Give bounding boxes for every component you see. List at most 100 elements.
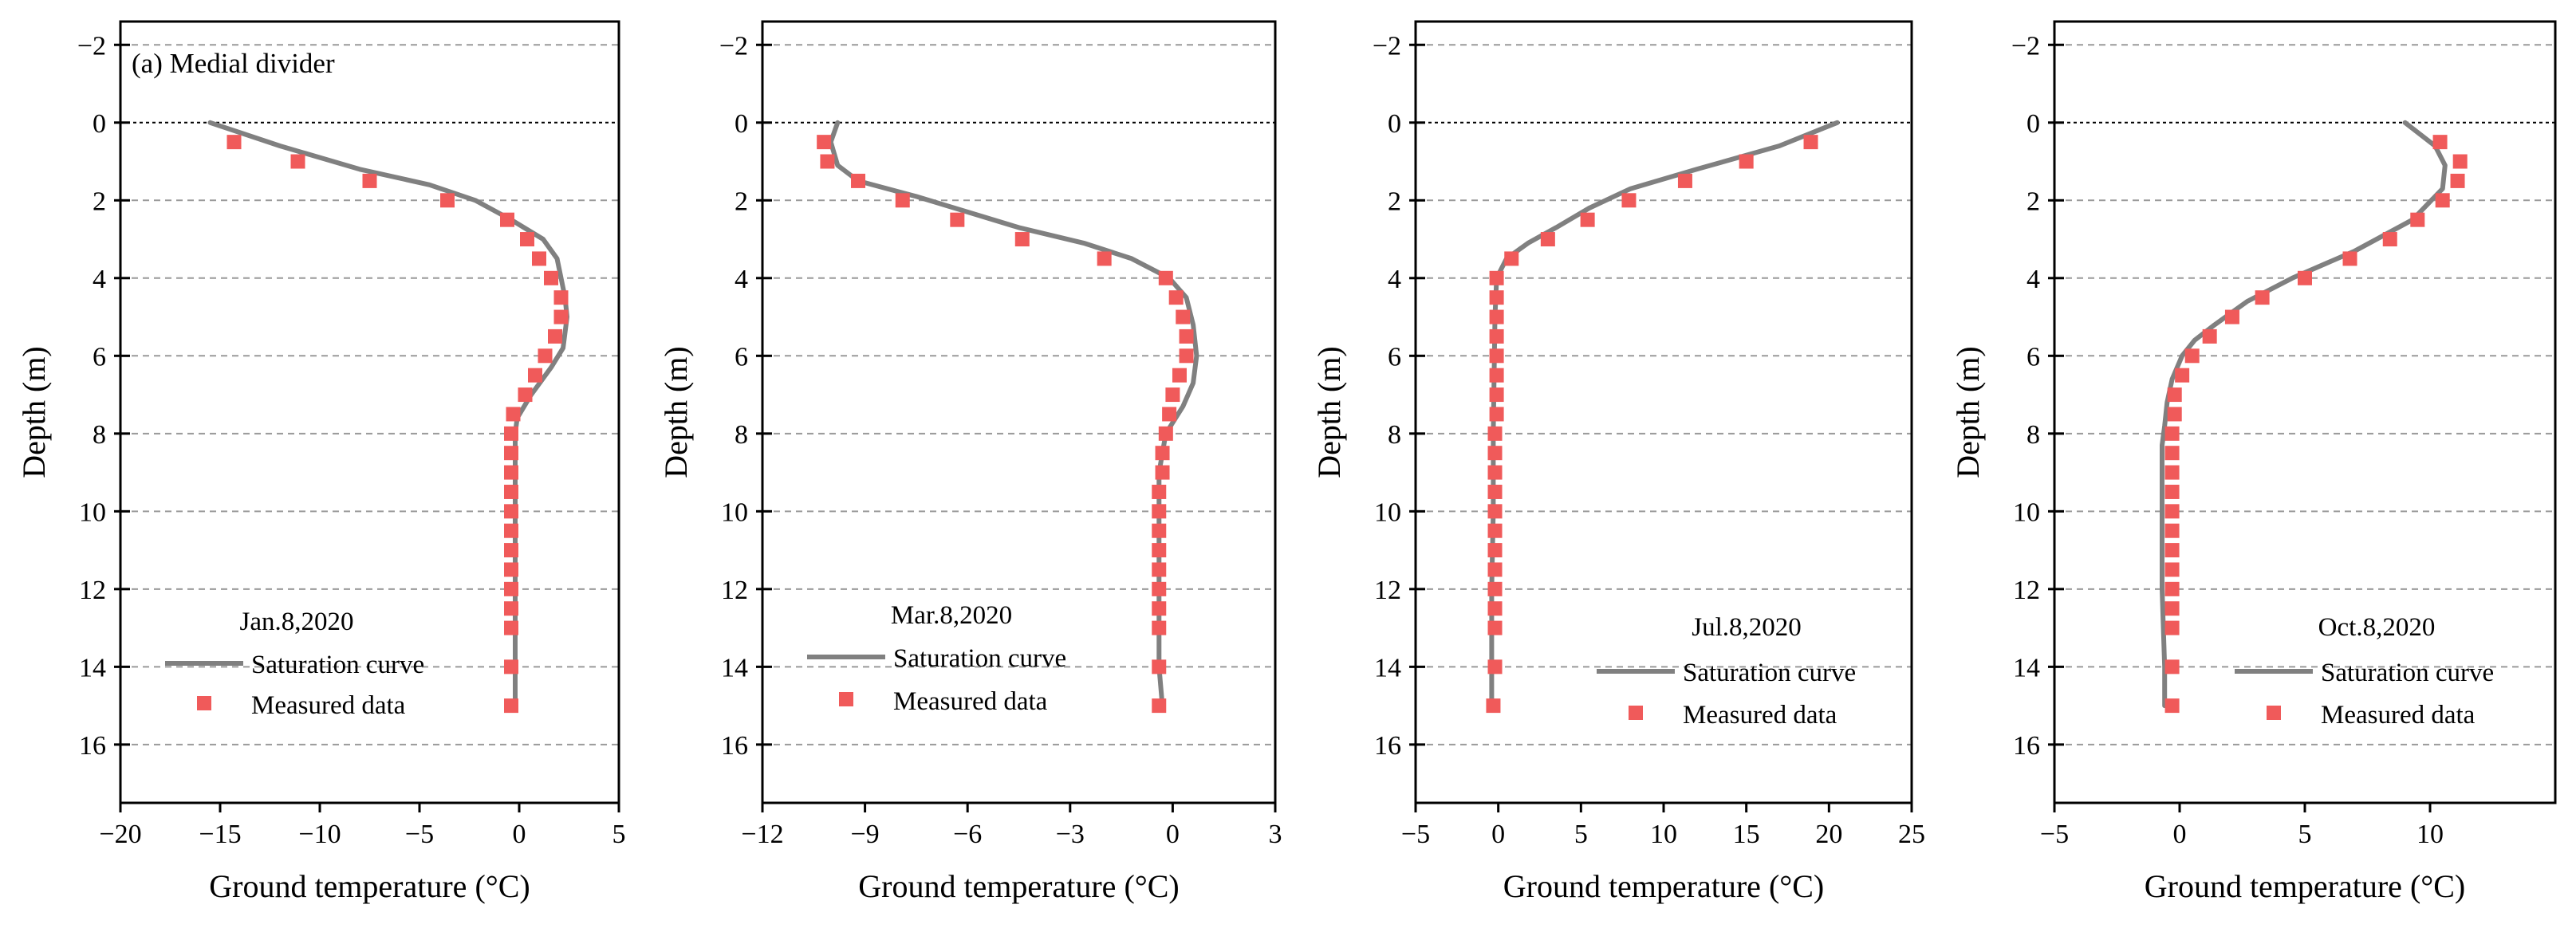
- measured-data-point: [820, 154, 835, 169]
- measured-data-point: [1152, 504, 1167, 519]
- measured-data-point: [528, 368, 542, 383]
- measured-data-point: [1487, 465, 1503, 480]
- legend-date: Oct.8,2020: [2318, 613, 2436, 642]
- y-tick-label: 6: [735, 342, 748, 372]
- measured-data-point: [1540, 232, 1555, 247]
- y-tick-label: 14: [2013, 653, 2040, 682]
- measured-data-point: [500, 212, 514, 227]
- measured-data-point: [532, 251, 546, 266]
- legend: Saturation curve Measured data: [165, 651, 424, 720]
- measured-data-point: [1165, 387, 1180, 403]
- measured-data-point: [2342, 251, 2357, 266]
- x-axis-title: Ground temperature (°C): [858, 868, 1180, 904]
- measured-data-point: [1152, 543, 1167, 558]
- measured-data-point: [504, 581, 518, 596]
- y-axis-title: Depth (m): [16, 346, 52, 478]
- measured-data-point: [538, 348, 553, 364]
- measured-data-point: [1152, 562, 1167, 577]
- measured-data-point: [1179, 328, 1194, 344]
- measured-data-point: [2164, 446, 2180, 461]
- legend-curve-label: Saturation curve: [251, 651, 424, 679]
- measured-data-point: [1014, 232, 1030, 247]
- measured-data-point: [1580, 212, 1595, 227]
- x-tick-label: 0: [1166, 820, 1180, 849]
- measured-data-point: [362, 173, 377, 188]
- y-tick-label: 10: [2013, 498, 2040, 527]
- y-tick-label: 12: [2013, 576, 2040, 605]
- measured-data-point: [504, 446, 518, 461]
- measured-data-point: [440, 193, 455, 208]
- measured-data-point: [504, 504, 518, 519]
- measured-data-point: [2224, 309, 2239, 324]
- measured-data-point: [2164, 523, 2180, 538]
- legend-curve-label: Saturation curve: [893, 644, 1066, 673]
- y-tick-label: 16: [1374, 731, 1401, 761]
- measured-data-point: [851, 173, 866, 188]
- measured-data-point: [504, 601, 518, 616]
- measured-data-point: [1179, 348, 1194, 364]
- x-tick-label: 20: [1815, 820, 1842, 849]
- legend-point-swatch: [197, 696, 211, 710]
- y-tick-label: 10: [721, 498, 748, 527]
- x-tick-label: 10: [1650, 820, 1677, 849]
- measured-data-point: [2164, 504, 2180, 519]
- measured-data-point: [1486, 698, 1501, 714]
- measured-data-point: [1677, 173, 1692, 188]
- measured-data-point: [2164, 601, 2180, 616]
- measured-data-point: [1803, 135, 1818, 150]
- x-axis-title: Ground temperature (°C): [209, 868, 530, 904]
- x-tick-label: 0: [1491, 820, 1505, 849]
- measured-data-point: [2164, 659, 2180, 675]
- measured-data-point: [2175, 368, 2190, 383]
- measured-data-point: [1487, 620, 1503, 635]
- legend-date: Jan.8,2020: [240, 608, 354, 636]
- measured-data-point: [2164, 562, 2180, 577]
- y-tick-label: 2: [1388, 187, 1401, 216]
- legend-point-label: Measured data: [893, 687, 1048, 716]
- y-axis-title: Depth (m): [1950, 346, 1986, 478]
- y-tick-label: 6: [1388, 342, 1401, 372]
- legend-date: Jul.8,2020: [1692, 613, 1802, 642]
- measured-data-point: [1489, 387, 1504, 403]
- y-tick-label: 0: [93, 109, 106, 139]
- measured-data-point: [504, 543, 518, 558]
- measured-data-point: [1487, 523, 1503, 538]
- y-tick-label: 16: [2013, 731, 2040, 761]
- y-axis-title: Depth (m): [1311, 346, 1347, 478]
- measured-data-point: [2167, 407, 2182, 422]
- x-tick-label: 5: [1574, 820, 1588, 849]
- measured-data-point: [1504, 251, 1519, 266]
- measured-data-point: [1152, 659, 1167, 675]
- legend-point-label: Measured data: [1683, 701, 1837, 730]
- measured-data-point: [504, 523, 518, 538]
- y-tick-label: 14: [79, 653, 106, 682]
- legend-curve-label: Saturation curve: [2321, 659, 2494, 687]
- legend-point-swatch: [839, 692, 853, 706]
- x-tick-label: 5: [612, 820, 626, 849]
- measured-data-point: [1487, 543, 1503, 558]
- y-tick-label: 12: [721, 576, 748, 605]
- measured-data-point: [2164, 484, 2180, 499]
- x-tick-label: −5: [405, 820, 434, 849]
- x-tick-label: −5: [2040, 820, 2069, 849]
- measured-data-point: [1487, 562, 1503, 577]
- y-tick-label: 8: [1388, 420, 1401, 450]
- y-tick-label: 6: [93, 342, 106, 372]
- legend-date: Mar.8,2020: [891, 601, 1012, 630]
- y-tick-label: −2: [1373, 31, 1401, 61]
- measured-data-point: [553, 290, 569, 305]
- measured-data-point: [504, 484, 518, 499]
- legend-point-label: Measured data: [251, 691, 406, 720]
- measured-data-point: [2432, 135, 2448, 150]
- measured-data-point: [1152, 698, 1167, 714]
- x-axis-title: Ground temperature (°C): [1503, 868, 1825, 904]
- measured-data-point: [1487, 601, 1503, 616]
- measured-data-point: [504, 659, 518, 675]
- y-tick-label: 10: [1374, 498, 1401, 527]
- panel-label: (a) Medial divider: [132, 48, 335, 79]
- measured-data-point: [553, 309, 569, 324]
- measured-data-point: [1739, 154, 1754, 169]
- x-tick-label: 3: [1269, 820, 1282, 849]
- measured-data-point: [504, 562, 518, 577]
